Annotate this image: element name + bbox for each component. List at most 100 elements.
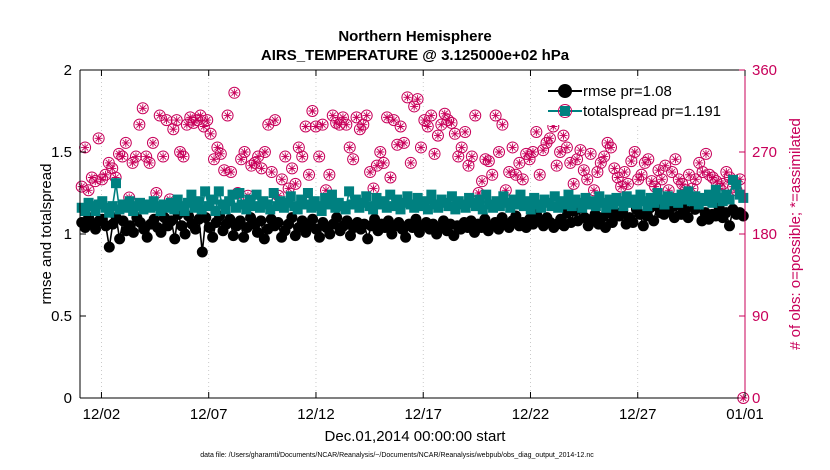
spread-point	[316, 206, 327, 217]
rmse-point	[723, 220, 735, 232]
obs-possible-marker	[455, 141, 468, 154]
obs-possible-marker	[228, 86, 241, 99]
obs-possible-marker	[347, 153, 360, 166]
plot-area	[75, 86, 750, 404]
obs-possible-marker	[604, 141, 617, 154]
obs-possible-marker	[621, 177, 634, 190]
spread-point	[566, 201, 577, 212]
obs-assimilated-marker	[440, 109, 449, 118]
spread-point	[203, 201, 214, 212]
obs-possible-marker	[140, 150, 153, 163]
obs-assimilated-marker	[128, 158, 137, 167]
spread-point	[306, 202, 317, 213]
spread-point	[450, 204, 461, 215]
obs-possible-marker	[377, 156, 390, 169]
obs-assimilated-marker	[410, 102, 419, 111]
obs-possible-marker	[693, 156, 706, 169]
obs-possible-marker	[618, 166, 631, 179]
obs-possible-marker	[706, 171, 719, 184]
obs-assimilated-marker	[369, 184, 378, 193]
obs-assimilated-marker	[84, 186, 93, 195]
spread-point	[186, 189, 197, 200]
obs-assimilated-marker	[464, 161, 473, 170]
spread-point	[724, 194, 735, 205]
obs-possible-marker	[275, 173, 288, 186]
obs-possible-marker	[683, 168, 696, 181]
obs-assimilated-marker	[349, 155, 358, 164]
obs-assimilated-marker	[718, 179, 727, 188]
x-axis-label: Dec.01,2014 00:00:00 start	[325, 428, 507, 445]
rmse-point	[234, 215, 246, 227]
spread-point	[224, 196, 235, 207]
obs-possible-marker	[696, 166, 709, 179]
spread-point	[549, 191, 560, 202]
obs-assimilated-marker	[450, 129, 459, 138]
rmse-point	[272, 217, 284, 229]
y-tick-right-label: 270	[752, 144, 777, 161]
obs-possible-marker	[384, 171, 397, 184]
obs-possible-marker	[106, 162, 119, 175]
spread-point	[470, 201, 481, 212]
spread-point	[388, 201, 399, 212]
obs-assimilated-marker	[454, 152, 463, 161]
obs-assimilated-marker	[240, 148, 249, 156]
obs-assimilated-marker	[661, 161, 670, 170]
spread-point	[320, 192, 331, 203]
obs-possible-marker	[428, 147, 441, 160]
obs-assimilated-marker	[528, 148, 537, 156]
obs-assimilated-marker	[640, 158, 649, 167]
obs-assimilated-marker	[308, 107, 317, 115]
spread-point	[659, 199, 670, 210]
obs-assimilated-marker	[416, 143, 425, 152]
obs-possible-marker	[204, 127, 217, 140]
spread-point	[433, 202, 444, 213]
obs-assimilated-marker	[260, 148, 269, 156]
obs-assimilated-marker	[81, 143, 90, 152]
spread-point	[213, 186, 224, 197]
obs-assimilated-marker	[501, 186, 510, 195]
obs-possible-marker	[136, 102, 149, 115]
obs-possible-marker	[296, 150, 309, 163]
obs-possible-marker	[323, 168, 336, 181]
spread-point	[302, 188, 313, 198]
obs-possible-marker	[462, 159, 475, 172]
obs-assimilated-marker	[155, 111, 164, 120]
obs-possible-marker	[577, 164, 590, 177]
obs-assimilated-marker	[559, 131, 568, 140]
obs-assimilated-marker	[101, 170, 110, 179]
obs-possible-marker	[160, 114, 173, 127]
obs-possible-marker	[194, 109, 207, 122]
obs-assimilated-marker	[467, 152, 476, 161]
obs-assimilated-marker	[87, 173, 96, 182]
obs-possible-marker	[286, 162, 299, 175]
obs-assimilated-marker	[352, 113, 361, 122]
obs-possible-marker	[560, 141, 573, 154]
obs-assimilated-marker	[237, 155, 246, 164]
obs-assimilated-marker	[671, 155, 680, 164]
y-tick-right-label: 360	[752, 62, 777, 79]
spread-point	[642, 201, 653, 212]
obs-assimilated-marker	[372, 161, 381, 170]
obs-possible-marker	[598, 150, 611, 163]
obs-possible-marker	[157, 150, 170, 163]
obs-assimilated-marker	[596, 158, 605, 167]
spread-point	[446, 191, 457, 202]
obs-possible-marker	[509, 168, 522, 181]
spread-point	[481, 189, 492, 200]
obs-assimilated-marker	[379, 158, 388, 167]
obs-assimilated-marker	[586, 149, 595, 158]
spread-point	[700, 196, 711, 207]
obs-assimilated-marker	[522, 149, 531, 158]
spread-point	[477, 204, 488, 215]
spread-point	[165, 197, 176, 208]
spread-point	[244, 194, 255, 205]
spread-point	[254, 202, 265, 213]
obs-assimilated-marker	[131, 152, 140, 161]
legend-obs-marker	[558, 104, 572, 118]
x-tick-label: 12/07	[190, 406, 228, 423]
spread-point	[505, 202, 516, 213]
rmse-point	[227, 230, 239, 242]
rmse-point	[207, 231, 219, 243]
rmse-point	[324, 228, 336, 240]
obs-assimilated-marker	[617, 182, 626, 191]
